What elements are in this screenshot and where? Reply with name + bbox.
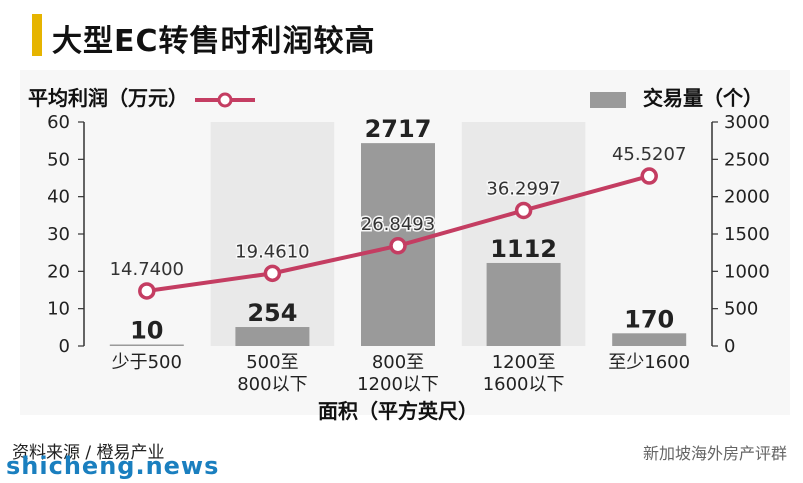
bar-3: [486, 262, 561, 346]
right-tick-label: 500: [724, 299, 758, 320]
left-tick-label: 40: [47, 187, 70, 208]
bar-label-1: 254: [247, 299, 297, 327]
profit-point-0: [138, 282, 156, 300]
chart-title: 大型EC转售时利润较高: [52, 24, 376, 59]
right-tick-label: 1500: [724, 224, 770, 245]
x-tick-label-3: 1200至 1600以下: [483, 352, 565, 395]
left-tick-label: 10: [47, 299, 70, 320]
bar-label-0: 10: [130, 317, 163, 345]
title-accent-bar: [32, 14, 42, 56]
legend-profit-label: 平均利润（万元）: [28, 86, 188, 110]
profit-point-2: [389, 237, 407, 255]
bar-label-3: 1112: [490, 235, 557, 263]
right-tick-label: 2500: [724, 149, 770, 170]
column-band: [210, 122, 335, 346]
left-tick-label: 50: [47, 149, 70, 170]
watermark: shicheng.news: [6, 452, 220, 480]
right-tick-label: 3000: [724, 112, 770, 133]
x-tick-label-2: 800至 1200以下: [357, 352, 439, 395]
x-axis-title: 面积（平方英尺）: [318, 399, 478, 423]
bar-4: [612, 333, 687, 346]
left-tick-label: 0: [59, 336, 70, 357]
right-tick-label: 1000: [724, 261, 770, 282]
bar-1: [235, 327, 310, 346]
legend-volume: 交易量（个）: [590, 82, 763, 111]
legend-profit: 平均利润（万元）: [28, 82, 255, 111]
bar-label-4: 170: [624, 305, 674, 333]
left-tick-label: 30: [47, 224, 70, 245]
right-tick-label: 2000: [724, 187, 770, 208]
profit-point-4: [640, 167, 658, 185]
bar-label-2: 2717: [365, 115, 432, 143]
profit-label-1: 19.4610: [235, 241, 309, 262]
legend-volume-label: 交易量（个）: [643, 86, 763, 110]
credit-note: 新加坡海外房产评群: [642, 444, 787, 463]
source-note: 资料来源 / 橙易产业: [12, 443, 165, 463]
legend-bar-swatch-icon: [590, 91, 627, 108]
profit-label-4: 45.5207: [612, 144, 686, 165]
x-tick-label-1: 500至 800以下: [237, 352, 307, 395]
right-tick-label: 0: [724, 336, 735, 357]
left-tick-label: 20: [47, 261, 70, 282]
legend-line-marker-icon: [194, 92, 255, 107]
profit-point-1: [263, 264, 282, 283]
bar-0: [109, 344, 184, 346]
profit-point-3: [514, 201, 533, 220]
x-tick-label-0: 少于500: [112, 352, 182, 373]
left-tick-label: 60: [47, 112, 70, 133]
profit-label-3: 36.2997: [486, 178, 560, 199]
profit-label-2: 26.8493: [361, 214, 435, 235]
profit-label-0: 14.7400: [110, 259, 184, 280]
x-tick-label-4: 至少1600: [608, 352, 690, 373]
